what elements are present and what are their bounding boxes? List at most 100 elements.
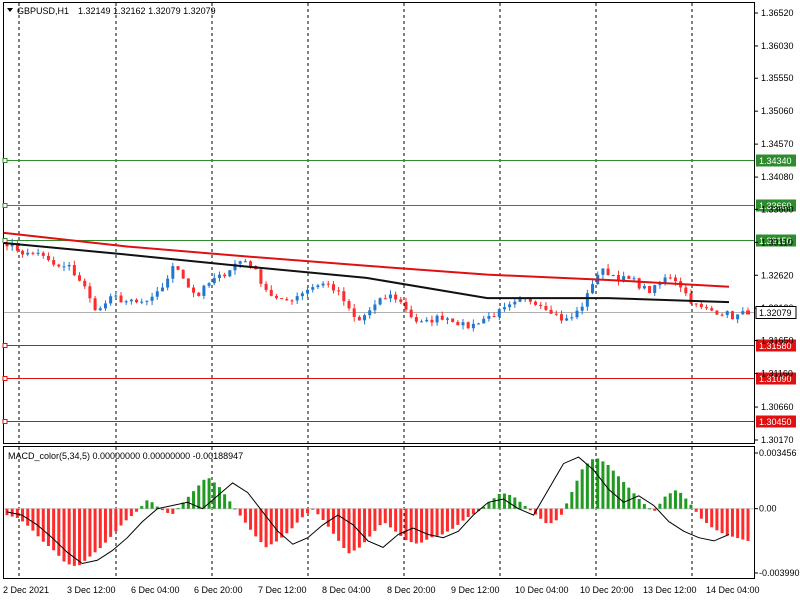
time-axis-tick	[322, 579, 338, 583]
price-level-handle	[2, 419, 8, 424]
macd-histogram-bar	[642, 504, 646, 509]
candle-bull	[585, 293, 589, 307]
price-level-tag	[756, 154, 796, 167]
macd-histogram-bar	[658, 503, 662, 509]
macd-histogram-bar	[72, 508, 76, 566]
price-level-tag	[756, 199, 796, 212]
candle-bull	[306, 289, 310, 294]
candle-bull	[388, 294, 392, 299]
collapse-triangle-icon[interactable]	[7, 8, 13, 12]
candle-bull	[228, 270, 232, 277]
candle-bull	[575, 310, 579, 318]
macd-histogram-bar	[741, 508, 745, 540]
candles-layer	[5, 238, 750, 332]
candle-bear	[627, 276, 631, 279]
macd-histogram-bar	[580, 469, 584, 509]
macd-histogram-bar	[36, 508, 40, 537]
candle-bear	[492, 316, 496, 318]
candle-bull	[207, 283, 211, 286]
time-axis-tick	[387, 579, 403, 583]
candle-bear	[554, 313, 558, 315]
ma-fast-line	[3, 242, 730, 304]
candle-bear	[78, 275, 82, 281]
price-level-tag	[756, 372, 796, 385]
candle-bull	[217, 274, 221, 278]
candle-bear	[249, 261, 253, 266]
candle-bull	[373, 304, 377, 311]
candle-bull	[642, 286, 646, 289]
macd-histogram-bar	[233, 508, 237, 510]
candle-bull	[445, 318, 449, 320]
candle-bull	[658, 283, 662, 286]
candle-bull	[124, 301, 128, 303]
time-axis-label: 10 Dec 04:00	[515, 585, 569, 595]
macd-axis-label: 0.003456	[759, 448, 797, 458]
candle-bear	[730, 311, 734, 320]
candle-bull	[243, 261, 247, 263]
candle-bear	[46, 255, 50, 261]
macd-histogram-bar	[502, 493, 506, 509]
candle-bull	[103, 303, 107, 309]
macd-histogram-bar	[425, 508, 429, 540]
macd-histogram-bar	[694, 508, 698, 512]
macd-histogram-bar	[264, 508, 268, 548]
macd-histogram-bar	[197, 485, 201, 509]
macd-histogram-bar	[171, 508, 175, 514]
macd-histogram-bar	[549, 508, 553, 524]
macd-histogram-bar	[155, 506, 159, 509]
macd-histogram-bar	[98, 508, 102, 549]
candle-bull	[482, 318, 486, 324]
macd-histogram-bar	[342, 508, 346, 548]
time-axis-tick	[580, 579, 596, 583]
macd-histogram-bar	[705, 508, 709, 523]
macd-histogram-bar	[528, 508, 532, 511]
macd-histogram-bar	[311, 508, 315, 510]
candle-bull	[378, 298, 382, 305]
price-level-tag-label: 1.31090	[759, 374, 792, 384]
time-axis-label: 6 Dec 20:00	[194, 585, 243, 595]
macd-histogram-bar	[88, 508, 92, 557]
candle-bull	[321, 283, 325, 286]
price-axis-label: 1.34570	[761, 139, 794, 149]
time-axis-tick	[643, 579, 659, 583]
macd-histogram-bar	[31, 508, 35, 531]
current-price-tag	[755, 306, 797, 319]
macd-histogram-bar	[445, 508, 449, 532]
macd-histogram-bar	[93, 508, 97, 553]
candle-bear	[119, 295, 123, 303]
macd-histogram-bar	[249, 508, 253, 530]
time-axis-label: 10 Dec 20:00	[580, 585, 634, 595]
macd-histogram-bar	[280, 508, 284, 538]
candle-bear	[528, 298, 532, 302]
macd-histogram-bar	[326, 508, 330, 527]
price-axis-label: 1.34080	[761, 172, 794, 182]
price-level-handle	[2, 238, 8, 243]
macd-histogram-bar	[456, 508, 460, 525]
candle-bull	[518, 298, 522, 302]
macd-histogram-bar	[637, 499, 641, 509]
price-axis-label: 1.31650	[761, 335, 794, 345]
candle-bull	[36, 252, 40, 254]
candle-bull	[591, 284, 595, 294]
current-price-label: 1.32079	[759, 308, 792, 318]
macd-histogram-bar	[124, 508, 128, 521]
macd-histogram-bar	[103, 508, 107, 543]
macd-histogram-bar	[632, 493, 636, 509]
macd-histogram-bar	[477, 508, 481, 512]
macd-histogram-bar	[181, 502, 185, 509]
price-axis-label: 1.33600	[761, 204, 794, 214]
price-level-tag-label: 1.30450	[759, 417, 792, 427]
candle-bull	[238, 261, 242, 264]
time-axis-label: 8 Dec 20:00	[387, 585, 436, 595]
price-axis-label: 1.30660	[761, 402, 794, 412]
candle-bear	[720, 314, 724, 316]
macd-histogram-bar	[388, 508, 392, 528]
macd-histogram-bar	[668, 493, 672, 509]
macd-histogram-bar	[114, 508, 118, 532]
macd-histogram-bar	[699, 508, 703, 519]
candle-bull	[10, 243, 14, 247]
time-axis-tick	[258, 579, 274, 583]
candle-bear	[259, 269, 263, 284]
